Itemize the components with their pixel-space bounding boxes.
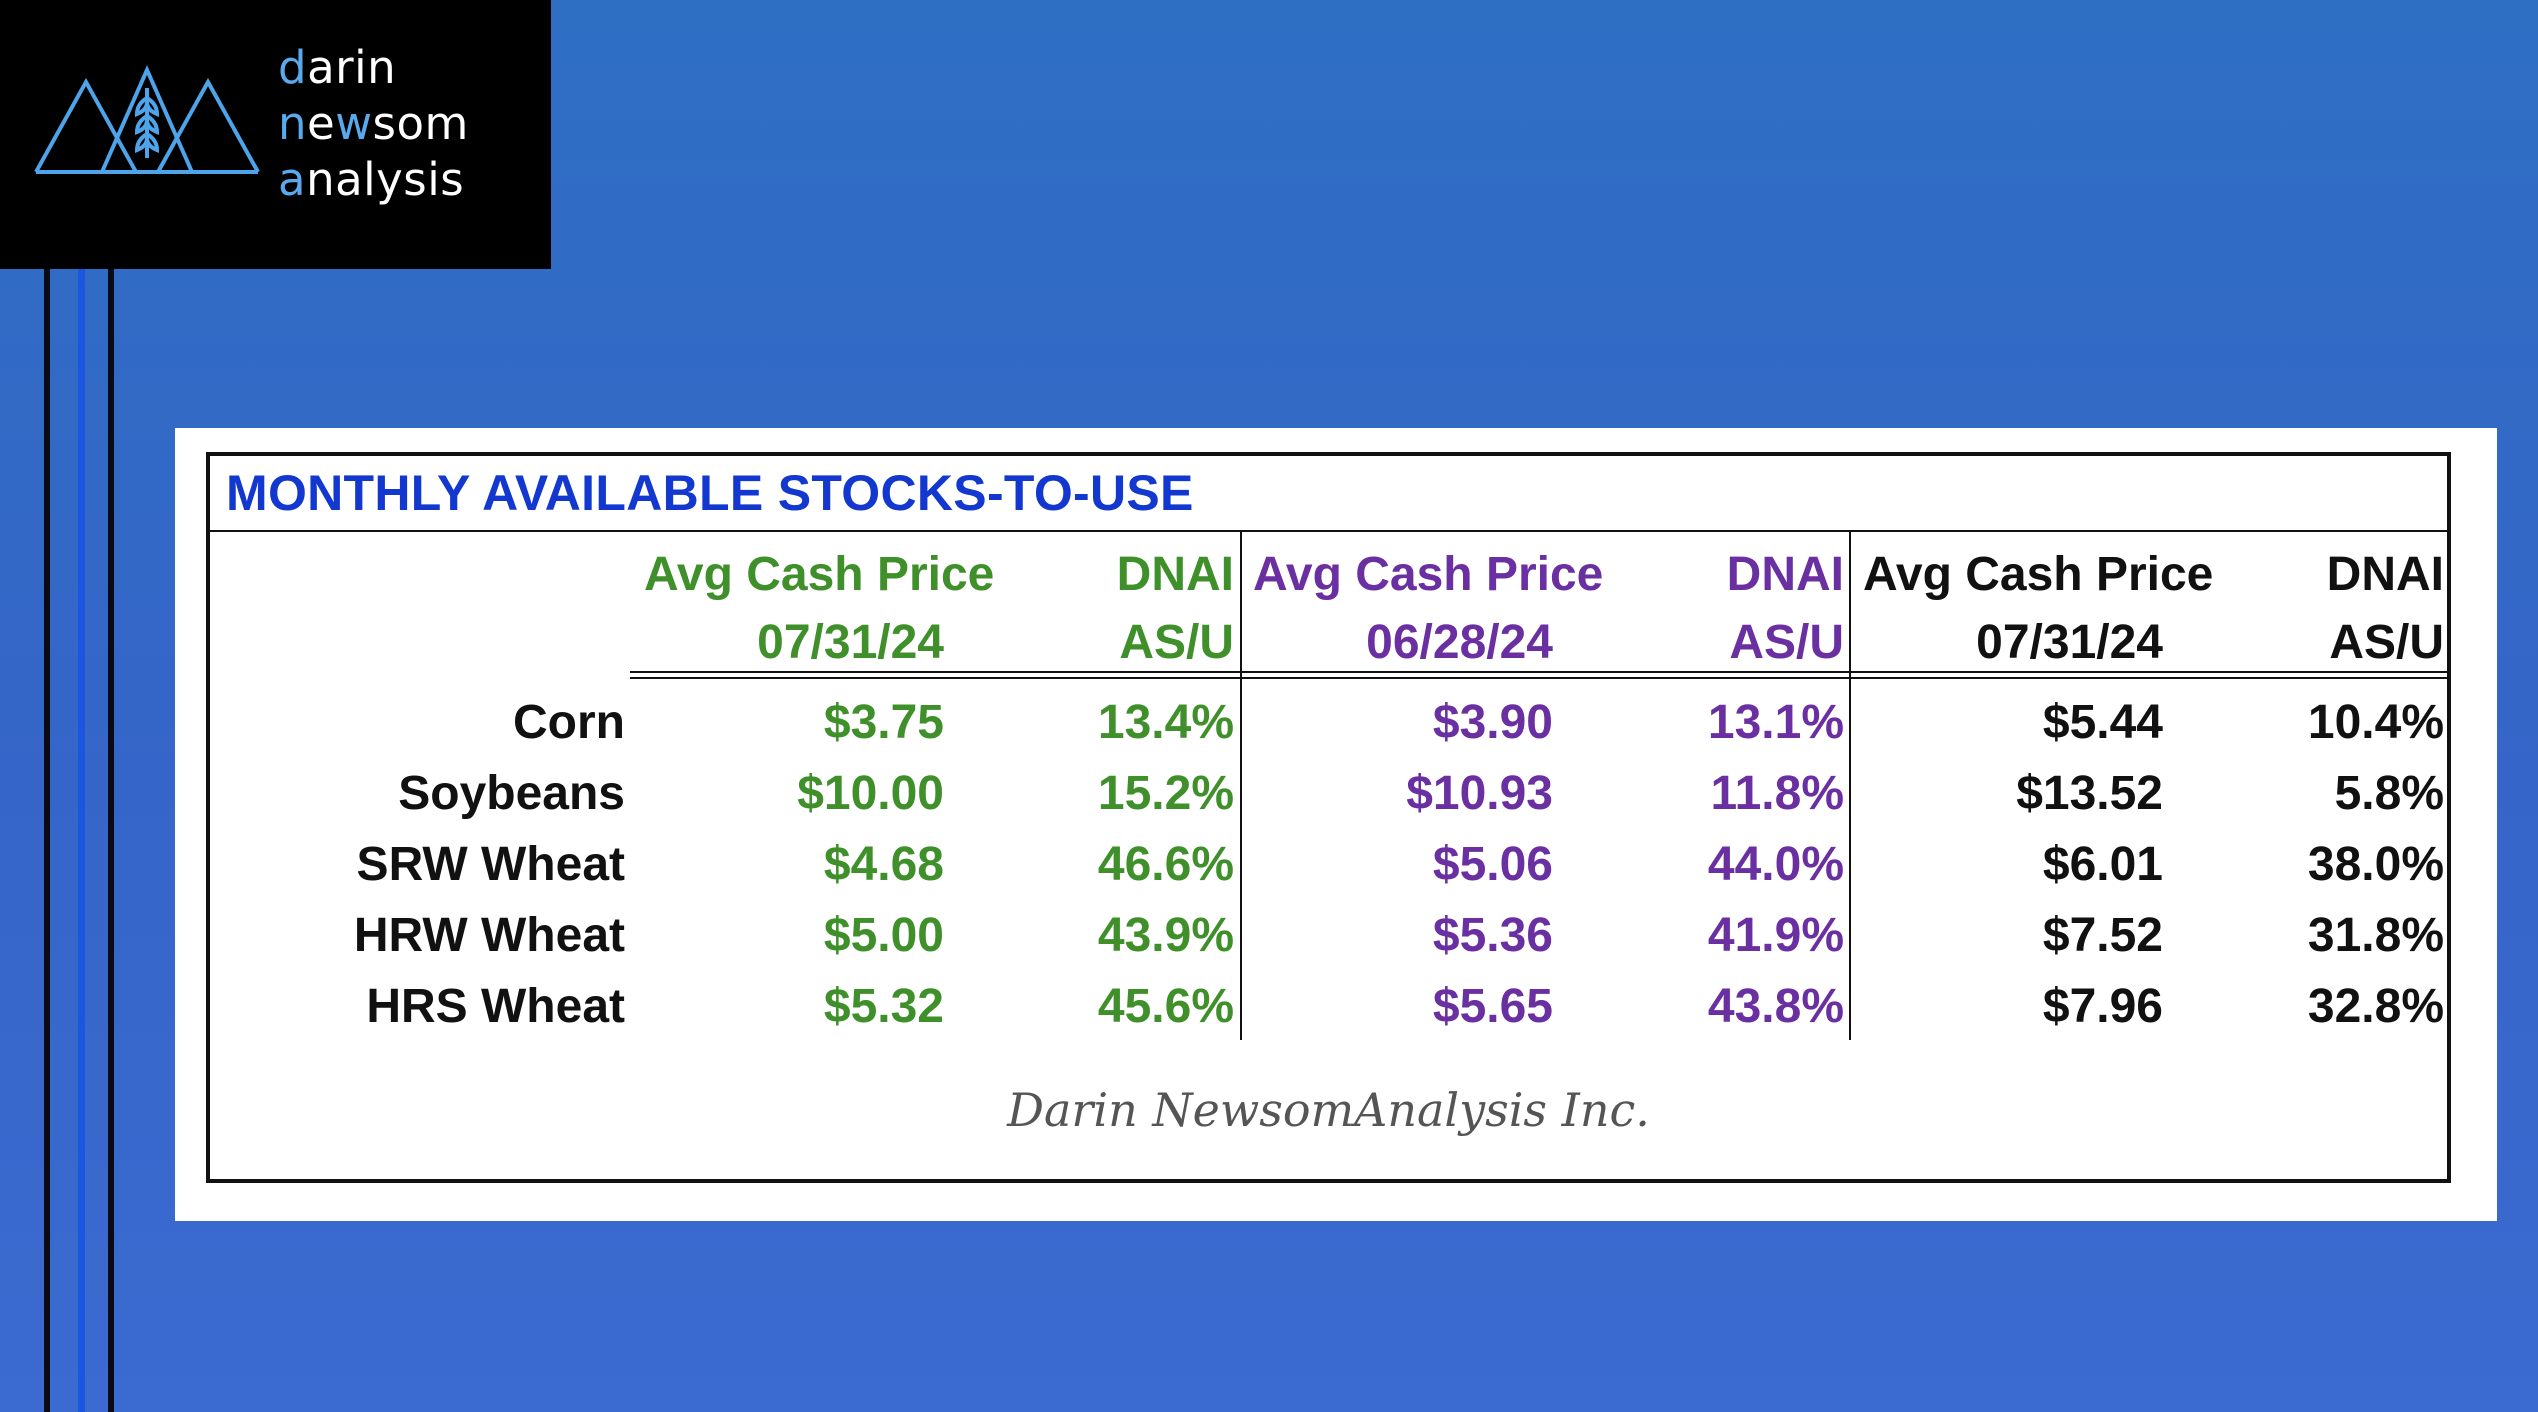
- cell-price-3: $13.52: [2016, 767, 2163, 820]
- cell-asu-1: 46.6%: [1097, 838, 1234, 891]
- col-header-asu-2: AS/U: [1729, 616, 1844, 669]
- wheat-mountains-icon: [34, 65, 260, 174]
- column-divider: [1849, 532, 1851, 1040]
- logo-line-2: newsom: [278, 97, 469, 150]
- cell-asu-2: 43.8%: [1707, 980, 1844, 1033]
- cell-price-3: $7.52: [2042, 909, 2163, 962]
- col-header-asu-3: AS/U: [2329, 616, 2444, 669]
- cell-asu-2: 11.8%: [1710, 767, 1844, 820]
- cell-price-1: $5.00: [823, 909, 944, 962]
- cell-price-3: $6.01: [2042, 838, 2163, 891]
- decorative-line-blue: [78, 269, 85, 1412]
- cell-asu-3: 5.8%: [2334, 767, 2444, 820]
- header-rule: [630, 671, 2451, 673]
- cell-asu-2: 13.1%: [1707, 696, 1844, 749]
- col-header-asu-1: AS/U: [1119, 616, 1234, 669]
- cell-price-3: $7.96: [2042, 980, 2163, 1033]
- cell-price-2: $3.90: [1432, 696, 1553, 749]
- cell-price-2: $5.06: [1432, 838, 1553, 891]
- cell-price-2: $10.93: [1406, 767, 1553, 820]
- col-header-price-1: Avg Cash Price: [644, 548, 995, 601]
- decorative-line-left: [44, 269, 50, 1412]
- cell-asu-3: 38.0%: [2307, 838, 2444, 891]
- decorative-line-right: [108, 269, 114, 1412]
- title-divider: [210, 530, 2447, 532]
- cell-asu-3: 10.4%: [2307, 696, 2444, 749]
- cell-asu-1: 43.9%: [1097, 909, 1234, 962]
- cell-asu-2: 44.0%: [1707, 838, 1844, 891]
- logo-line-3: analysis: [278, 153, 465, 206]
- cell-asu-2: 41.9%: [1707, 909, 1844, 962]
- col-header-dnai-1: DNAI: [1116, 548, 1234, 601]
- cell-price-2: $5.65: [1432, 980, 1553, 1033]
- col-header-dnai-3: DNAI: [2326, 548, 2444, 601]
- logo-panel: darin newsom analysis: [0, 0, 551, 269]
- cell-price-1: $3.75: [823, 696, 944, 749]
- col-header-price-3: Avg Cash Price: [1863, 548, 2214, 601]
- row-label: Soybeans: [398, 767, 625, 820]
- col-header-date-2: 06/28/24: [1366, 616, 1553, 669]
- header-rule: [630, 677, 2451, 679]
- stocks-table-panel: MONTHLY AVAILABLE STOCKS-TO-USE Avg Cash…: [206, 452, 2451, 1183]
- row-label: HRS Wheat: [366, 980, 625, 1033]
- logo-wordmark: darin newsom analysis: [278, 40, 469, 208]
- column-divider: [1240, 532, 1242, 1040]
- row-label: HRW Wheat: [353, 909, 625, 962]
- col-header-dnai-2: DNAI: [1726, 548, 1844, 601]
- cell-asu-1: 13.4%: [1097, 696, 1234, 749]
- col-header-date-3: 07/31/24: [1976, 616, 2163, 669]
- table-card: MONTHLY AVAILABLE STOCKS-TO-USE Avg Cash…: [175, 428, 2497, 1221]
- cell-asu-3: 32.8%: [2307, 980, 2444, 1033]
- table-title: MONTHLY AVAILABLE STOCKS-TO-USE: [226, 465, 1194, 521]
- cell-asu-1: 45.6%: [1097, 980, 1234, 1033]
- row-label: SRW Wheat: [356, 838, 625, 891]
- cell-price-1: $5.32: [823, 980, 944, 1033]
- row-label: Corn: [513, 696, 625, 749]
- cell-asu-1: 15.2%: [1097, 767, 1234, 820]
- cell-price-1: $4.68: [823, 838, 944, 891]
- col-header-price-2: Avg Cash Price: [1253, 548, 1604, 601]
- cell-price-2: $5.36: [1432, 909, 1553, 962]
- cell-price-1: $10.00: [797, 767, 944, 820]
- col-header-date-1: 07/31/24: [757, 616, 944, 669]
- logo-line-1: darin: [278, 41, 397, 94]
- signature-footer: Darin NewsomAnalysis Inc.: [1007, 1083, 1650, 1137]
- cell-asu-3: 31.8%: [2307, 909, 2444, 962]
- cell-price-3: $5.44: [2042, 696, 2163, 749]
